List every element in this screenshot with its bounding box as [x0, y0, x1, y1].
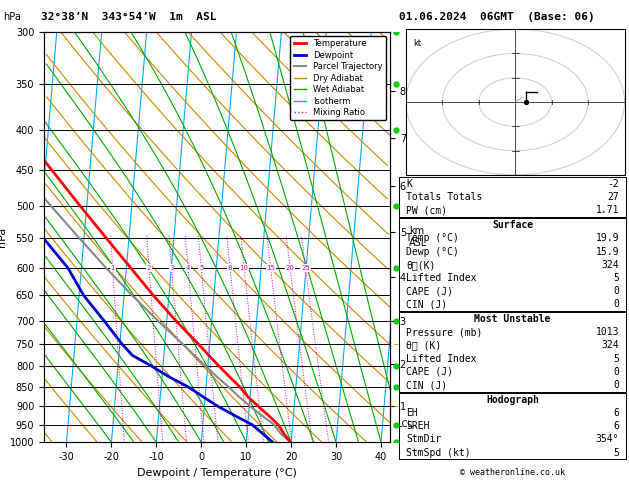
- Text: 5: 5: [199, 265, 203, 271]
- Text: Pressure (mb): Pressure (mb): [406, 327, 482, 337]
- Text: © weatheronline.co.uk: © weatheronline.co.uk: [460, 468, 565, 477]
- Text: SREH: SREH: [406, 421, 430, 431]
- Text: -2: -2: [608, 179, 619, 189]
- Text: 324: 324: [601, 260, 619, 270]
- Text: 20: 20: [286, 265, 294, 271]
- Point: [391, 264, 401, 272]
- Point: [391, 383, 401, 391]
- Text: 32°38’N  343°54’W  1m  ASL: 32°38’N 343°54’W 1m ASL: [41, 12, 216, 22]
- Text: CAPE (J): CAPE (J): [406, 367, 454, 377]
- Point: [391, 28, 401, 35]
- Point: [391, 202, 401, 210]
- Bar: [399, 177, 626, 217]
- Text: 5: 5: [613, 354, 619, 364]
- Bar: [399, 219, 626, 311]
- Point: [391, 421, 401, 429]
- Text: 1013: 1013: [596, 327, 619, 337]
- Text: 27: 27: [608, 192, 619, 202]
- Text: 6: 6: [613, 408, 619, 418]
- Text: Lifted Index: Lifted Index: [406, 354, 477, 364]
- Text: 5: 5: [613, 448, 619, 457]
- Text: 6: 6: [613, 421, 619, 431]
- Point: [391, 126, 401, 134]
- Text: 0: 0: [613, 367, 619, 377]
- Bar: [399, 393, 626, 459]
- Text: StmSpd (kt): StmSpd (kt): [406, 448, 471, 457]
- Text: 8: 8: [228, 265, 232, 271]
- Legend: Temperature, Dewpoint, Parcel Trajectory, Dry Adiabat, Wet Adiabat, Isotherm, Mi: Temperature, Dewpoint, Parcel Trajectory…: [291, 36, 386, 121]
- Y-axis label: km
ASL: km ASL: [409, 226, 427, 248]
- Text: 1: 1: [111, 265, 115, 271]
- Point: [521, 98, 531, 106]
- Text: θᴄ(K): θᴄ(K): [406, 260, 436, 270]
- Point: [391, 362, 401, 370]
- Text: 15.9: 15.9: [596, 246, 619, 257]
- Text: 19.9: 19.9: [596, 233, 619, 243]
- Text: 1.71: 1.71: [596, 206, 619, 215]
- Text: StmDir: StmDir: [406, 434, 442, 444]
- Text: 0: 0: [613, 299, 619, 309]
- Text: LCL: LCL: [397, 420, 412, 429]
- Text: Temp (°C): Temp (°C): [406, 233, 459, 243]
- Text: PW (cm): PW (cm): [406, 206, 447, 215]
- Point: [391, 317, 401, 325]
- Text: 4: 4: [186, 265, 191, 271]
- Text: 3: 3: [169, 265, 174, 271]
- Text: 354°: 354°: [596, 434, 619, 444]
- Text: EH: EH: [406, 408, 418, 418]
- Text: 15: 15: [266, 265, 275, 271]
- Text: 0: 0: [613, 286, 619, 296]
- Text: CIN (J): CIN (J): [406, 299, 447, 309]
- Text: Lifted Index: Lifted Index: [406, 273, 477, 283]
- Text: Hodograph: Hodograph: [486, 395, 539, 405]
- Text: Most Unstable: Most Unstable: [474, 314, 551, 324]
- Text: θᴄ (K): θᴄ (K): [406, 340, 442, 350]
- Y-axis label: hPa: hPa: [0, 227, 7, 247]
- Text: 10: 10: [240, 265, 248, 271]
- Text: kt: kt: [413, 39, 421, 48]
- X-axis label: Dewpoint / Temperature (°C): Dewpoint / Temperature (°C): [137, 468, 297, 478]
- Text: K: K: [406, 179, 412, 189]
- Bar: [399, 312, 626, 392]
- Text: CAPE (J): CAPE (J): [406, 286, 454, 296]
- Text: 01.06.2024  06GMT  (Base: 06): 01.06.2024 06GMT (Base: 06): [399, 12, 595, 22]
- Text: 324: 324: [601, 340, 619, 350]
- Text: 2: 2: [147, 265, 151, 271]
- Text: 0: 0: [613, 380, 619, 390]
- Text: Dewp (°C): Dewp (°C): [406, 246, 459, 257]
- Point: [391, 80, 401, 88]
- Text: CIN (J): CIN (J): [406, 380, 447, 390]
- Point: [391, 438, 401, 446]
- Text: 5: 5: [613, 273, 619, 283]
- Text: Surface: Surface: [492, 220, 533, 230]
- Text: Totals Totals: Totals Totals: [406, 192, 482, 202]
- Text: 25: 25: [301, 265, 310, 271]
- Text: hPa: hPa: [3, 12, 21, 22]
